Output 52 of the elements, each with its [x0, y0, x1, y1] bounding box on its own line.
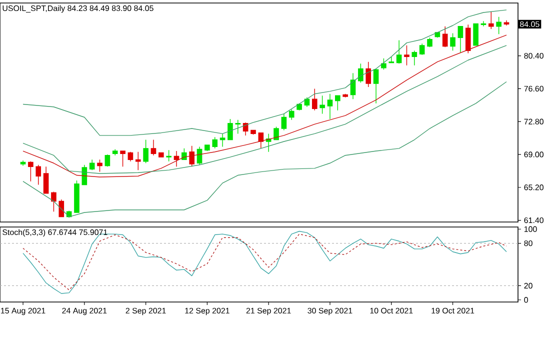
candlestick: [327, 94, 333, 120]
candlestick: [250, 130, 256, 135]
candlestick: [480, 20, 486, 27]
candlestick: [412, 50, 418, 66]
candlestick: [174, 150, 180, 167]
candlestick: [158, 152, 164, 158]
candlestick: [358, 63, 364, 83]
candlestick: [43, 166, 49, 194]
candlestick: [373, 68, 379, 104]
candlestick: [427, 37, 432, 48]
candlestick: [20, 160, 26, 166]
candlestick: [220, 133, 226, 148]
candlestick: [189, 145, 195, 167]
candlestick: [28, 161, 34, 182]
candlestick: [128, 152, 134, 162]
candlestick: [120, 150, 126, 167]
candlestick: [36, 164, 42, 186]
candlestick: [419, 43, 425, 56]
candlestick: [296, 103, 302, 111]
candlestick: [51, 191, 56, 212]
candlestick: [473, 23, 478, 46]
candlestick: [104, 154, 110, 167]
candlestick: [465, 24, 471, 54]
candlestick: [335, 95, 340, 111]
candlestick: [288, 109, 294, 120]
candlestick: [112, 148, 118, 156]
candlestick: [312, 88, 318, 111]
candlestick: [442, 26, 448, 48]
candlestick: [304, 97, 310, 108]
candlestick: [381, 58, 386, 70]
candlestick: [143, 139, 148, 164]
candlestick: [366, 62, 372, 88]
candlestick: [135, 152, 141, 170]
candlestick: [396, 40, 402, 64]
candlestick: [458, 26, 464, 53]
candlestick: [350, 72, 356, 100]
candlestick: [58, 199, 64, 218]
candlestick: [204, 144, 210, 152]
candlestick: [150, 139, 156, 156]
candlestick: [74, 180, 80, 213]
candlestick: [196, 146, 202, 166]
candlestick: [450, 32, 456, 51]
candlestick: [258, 132, 264, 149]
candlestick: [388, 56, 394, 64]
candlestick: [228, 118, 233, 140]
candlestick: [504, 20, 510, 26]
candlestick: [89, 159, 95, 170]
candlestick: [212, 136, 218, 149]
candlestick: [281, 113, 287, 131]
candlestick: [496, 16, 502, 35]
candlestick: [342, 94, 348, 98]
candlestick: [274, 126, 279, 140]
